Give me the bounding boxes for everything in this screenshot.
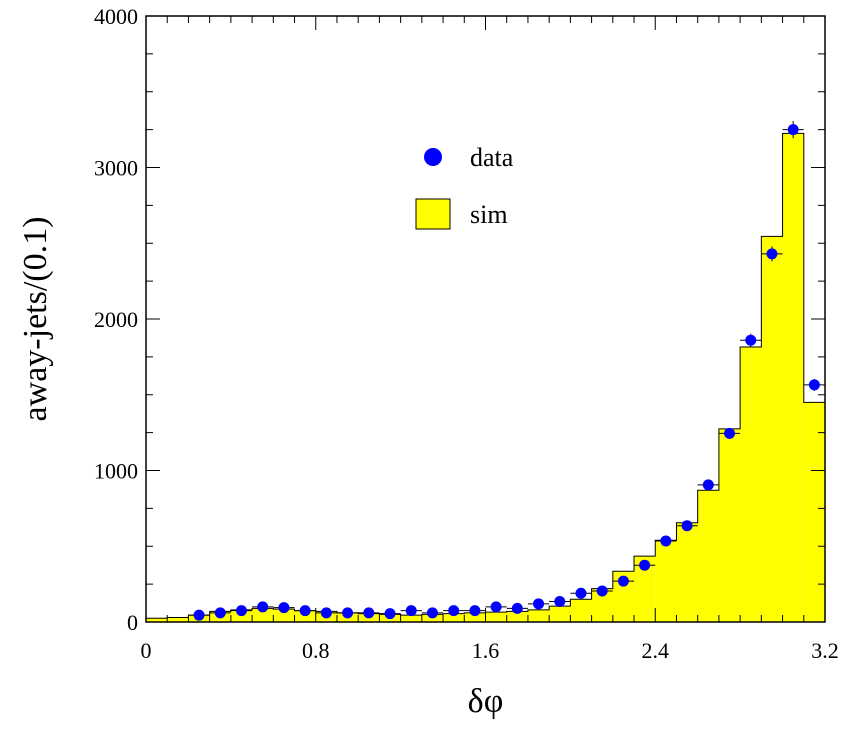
sim-bar xyxy=(485,612,507,622)
axis-ticks xyxy=(145,15,826,623)
sim-bar xyxy=(591,588,613,622)
sim-bar xyxy=(167,617,189,622)
sim-bar xyxy=(697,490,719,622)
data-point xyxy=(724,427,736,439)
data-point xyxy=(639,559,651,571)
sim-bar xyxy=(400,615,422,622)
sim-bar xyxy=(676,522,698,622)
sim-bar xyxy=(252,608,274,622)
sim-bar xyxy=(506,611,528,622)
legend: data sim xyxy=(415,143,514,230)
y-tick-label: 1000 xyxy=(94,459,138,484)
data-point xyxy=(617,575,629,587)
x-tick-label: 2.4 xyxy=(642,638,670,663)
legend-sim-swatch xyxy=(415,198,451,230)
sim-bar xyxy=(740,347,762,622)
data-points xyxy=(188,120,825,621)
data-point xyxy=(214,607,226,619)
sim-bar xyxy=(782,133,804,622)
data-point xyxy=(342,607,354,619)
data-point xyxy=(469,605,481,617)
legend-data-label: data xyxy=(470,143,514,172)
sim-bar xyxy=(761,236,783,622)
data-point xyxy=(384,608,396,620)
data-point xyxy=(511,602,523,614)
sim-bar xyxy=(464,612,486,622)
x-tick-label: 0 xyxy=(141,638,152,663)
y-axis-title: away-jets/(0.1) xyxy=(17,217,54,422)
sim-bar xyxy=(612,571,635,622)
data-point xyxy=(448,605,460,617)
data-point xyxy=(363,607,375,619)
x-axis-title: δφ xyxy=(468,683,504,720)
data-point xyxy=(596,585,608,597)
data-point xyxy=(660,535,672,547)
data-point xyxy=(787,124,799,136)
data-point xyxy=(278,602,290,614)
data-point xyxy=(426,607,438,619)
x-tick-label: 3.2 xyxy=(811,638,839,663)
sim-bar xyxy=(549,606,571,622)
data-point xyxy=(766,248,778,260)
data-point xyxy=(405,605,417,617)
y-tick-label: 0 xyxy=(127,610,138,635)
data-point xyxy=(575,587,587,599)
data-point xyxy=(554,596,566,608)
tick-labels: 0 0.8 1.6 2.4 3.2 0 1000 2000 3000 4000 xyxy=(94,4,839,663)
data-point xyxy=(193,609,205,621)
data-point xyxy=(257,601,269,613)
data-point xyxy=(490,601,502,613)
y-tick-label: 2000 xyxy=(94,307,138,332)
data-point xyxy=(808,379,820,391)
sim-bar xyxy=(146,618,168,622)
y-tick-label: 3000 xyxy=(94,156,138,181)
sim-bar xyxy=(655,540,677,622)
legend-sim-label: sim xyxy=(470,200,508,229)
y-tick-label: 4000 xyxy=(94,4,138,29)
sim-histogram xyxy=(145,132,826,622)
data-point xyxy=(681,520,693,532)
data-point xyxy=(533,598,545,610)
sim-bar xyxy=(294,610,316,622)
data-point xyxy=(745,334,757,346)
sim-bar xyxy=(803,402,825,622)
x-tick-label: 0.8 xyxy=(302,638,330,663)
data-point xyxy=(702,479,714,491)
data-point xyxy=(235,605,247,617)
sim-bar xyxy=(634,556,656,622)
data-point xyxy=(320,607,332,619)
sim-bar xyxy=(570,599,592,622)
sim-bar xyxy=(527,609,550,622)
sim-bar xyxy=(443,613,465,622)
x-tick-label: 1.6 xyxy=(472,638,500,663)
legend-data-marker xyxy=(424,148,442,166)
data-point xyxy=(299,605,311,617)
sim-bar xyxy=(273,609,295,622)
sim-bar xyxy=(718,428,741,622)
